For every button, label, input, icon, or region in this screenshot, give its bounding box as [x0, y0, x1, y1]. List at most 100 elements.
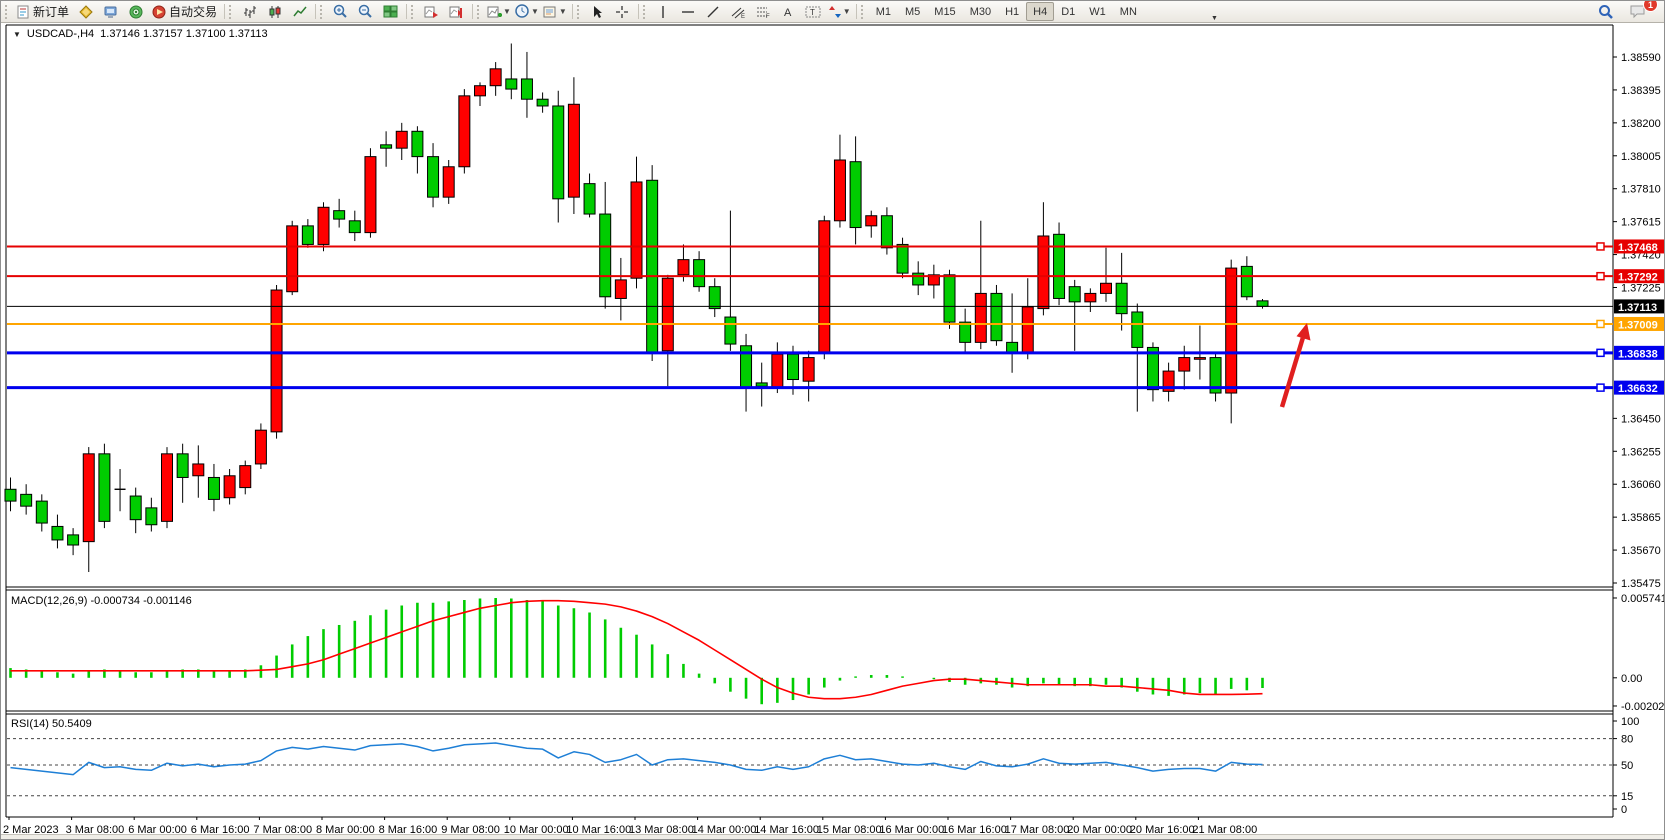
svg-text:16 Mar 16:00: 16 Mar 16:00: [942, 824, 1007, 836]
templates-button[interactable]: ▼: [541, 2, 569, 21]
toolbar-overflow-icon[interactable]: ▼: [1211, 15, 1218, 22]
tile-windows-icon: [383, 5, 398, 17]
svg-text:100: 100: [1621, 716, 1639, 728]
zoom-out-button[interactable]: [353, 2, 378, 21]
svg-text:10 Mar 00:00: 10 Mar 00:00: [504, 824, 569, 836]
separator: [315, 4, 317, 19]
svg-text:1.37225: 1.37225: [1621, 282, 1661, 294]
notification-button[interactable]: 1: [1626, 1, 1658, 21]
bottom-scrollbar-strip[interactable]: [1, 834, 1664, 839]
tab-timeframe-H4[interactable]: H4: [1026, 2, 1055, 21]
zoom-in-button[interactable]: [328, 2, 353, 21]
svg-text:1.38200: 1.38200: [1621, 118, 1661, 130]
up-trend-arrow[interactable]: [1279, 323, 1311, 408]
text-button[interactable]: A: [776, 2, 801, 21]
cursor-icon: [593, 5, 602, 18]
price-badge-1.36632: [1614, 380, 1664, 395]
chart-symbol-period: USDCAD-,H4: [26, 28, 95, 40]
symbol-dropdown-icon[interactable]: ▼: [13, 29, 21, 39]
auto-scroll-button[interactable]: [419, 2, 444, 21]
svg-text:15 Mar 08:00: 15 Mar 08:00: [817, 824, 882, 836]
price-axis: 1.38590 1.38395 1.38200 1.38005 1.37810 1.376…: [1613, 52, 1665, 816]
tab-timeframe-M1[interactable]: M1: [875, 5, 891, 18]
new-order-button[interactable]: 新订单: [13, 2, 73, 21]
separator: [224, 4, 226, 19]
level-handle-1.36632[interactable]: [1596, 383, 1605, 392]
autotrading-label: 自动交易: [169, 5, 218, 19]
price-badge-1.37113: [1614, 299, 1664, 314]
equidistant-channel-icon: E: [731, 7, 745, 19]
signals-button[interactable]: [123, 2, 148, 21]
equidistant-channel-button[interactable]: E: [726, 2, 751, 21]
price-badge-1.36838: [1614, 345, 1664, 360]
price-badge-1.37292: [1614, 269, 1664, 284]
svg-text:8 Mar 16:00: 8 Mar 16:00: [379, 824, 438, 836]
macd-indicator-label: MACD(12,26,9) -0.000734 -0.001146: [11, 595, 192, 607]
svg-text:14 Mar 16:00: 14 Mar 16:00: [754, 824, 819, 836]
svg-text:-0.002027: -0.002027: [1621, 701, 1665, 713]
level-handle-1.36838[interactable]: [1596, 348, 1605, 358]
indicators-button[interactable]: ▼: [485, 2, 513, 21]
tab-timeframe-MN[interactable]: MN: [1119, 5, 1137, 18]
toolbar-grip: [229, 4, 234, 19]
toolbar-right: 1: [1593, 1, 1661, 21]
tab-timeframe-H1[interactable]: H1: [1005, 5, 1020, 18]
terminal-icon: [104, 6, 117, 18]
chart-shift-button[interactable]: [444, 2, 469, 21]
chart-canvas[interactable]: 1.38590 1.38395 1.38200 1.38005 1.37810 1.376…: [1, 23, 1665, 840]
level-handle-1.37292[interactable]: [1596, 271, 1605, 281]
tab-timeframe-D1[interactable]: D1: [1061, 5, 1076, 18]
timeframe-group: M1 M5 M15 M30 H1 H4 D1 W1 MN: [869, 2, 1144, 21]
line-chart-button[interactable]: [287, 2, 312, 21]
horizontal-line-button[interactable]: [676, 2, 701, 21]
price-badge-text: 1.37468: [1618, 242, 1658, 254]
svg-text:1.38590: 1.38590: [1621, 52, 1661, 64]
cursor-button[interactable]: [585, 2, 610, 21]
fibonacci-icon: F: [756, 7, 770, 19]
horizontal-line-icon: [682, 10, 695, 13]
search-button[interactable]: [1593, 2, 1618, 21]
svg-text:1.36255: 1.36255: [1621, 446, 1661, 458]
svg-text:1.38005: 1.38005: [1621, 151, 1661, 163]
tile-windows-button[interactable]: [378, 2, 403, 21]
chevron-down-icon: ▼: [842, 7, 851, 16]
rsi-line: [10, 742, 1263, 776]
level-handle-1.37468[interactable]: [1596, 242, 1605, 251]
svg-text:1.35670: 1.35670: [1621, 545, 1661, 557]
fibonacci-button[interactable]: F: [751, 2, 776, 21]
auto-scroll-icon: [424, 6, 439, 18]
chart-background: [1, 23, 1664, 839]
price-badge-text: 1.37292: [1618, 272, 1658, 284]
trendline-button[interactable]: [701, 2, 726, 21]
terminal-button[interactable]: [98, 2, 123, 21]
candlestick-chart-button[interactable]: [262, 2, 287, 21]
tab-timeframe-W1[interactable]: W1: [1089, 5, 1106, 18]
separator: [472, 4, 474, 19]
chevron-down-icon: ▼: [558, 7, 567, 16]
text-icon: A: [784, 7, 792, 19]
level-handle-1.37009[interactable]: [1596, 319, 1605, 329]
price-badge-text: 1.36838: [1618, 348, 1658, 360]
bar-chart-button[interactable]: [237, 2, 262, 21]
crosshair-button[interactable]: [610, 2, 635, 21]
text-label-button[interactable]: T: [801, 2, 826, 21]
autotrading-button[interactable]: 自动交易: [148, 2, 221, 21]
chart-window[interactable]: ▼ USDCAD-,H4 1.37146 1.37157 1.37100 1.3…: [1, 23, 1665, 840]
tab-timeframe-M15[interactable]: M15: [934, 5, 956, 18]
market-watch-button[interactable]: [73, 2, 98, 21]
svg-text:1.36450: 1.36450: [1621, 413, 1661, 425]
svg-text:F: F: [766, 14, 770, 19]
toolbar: 新订单 自动交易: [1, 1, 1664, 23]
date-axis: 2 Mar 2023 3 Mar 08:00 6 Mar 00:00 6 Mar 16…: [3, 817, 1257, 836]
separator: [571, 4, 573, 19]
line-chart-icon: [292, 6, 307, 16]
vertical-line-button[interactable]: [651, 2, 676, 21]
arrows-button[interactable]: ▼: [826, 2, 853, 21]
candles-layer: [4, 43, 1269, 573]
periods-button[interactable]: ▼: [513, 2, 541, 21]
tab-timeframe-M5[interactable]: M5: [905, 5, 921, 18]
macd-pane: [9, 597, 1264, 705]
tab-timeframe-M30[interactable]: M30: [969, 5, 992, 18]
level-lines-layer: 1.37468 1.37292 1.37113 1.37009 1.36838 1.366…: [7, 239, 1664, 395]
svg-text:50: 50: [1621, 760, 1633, 772]
